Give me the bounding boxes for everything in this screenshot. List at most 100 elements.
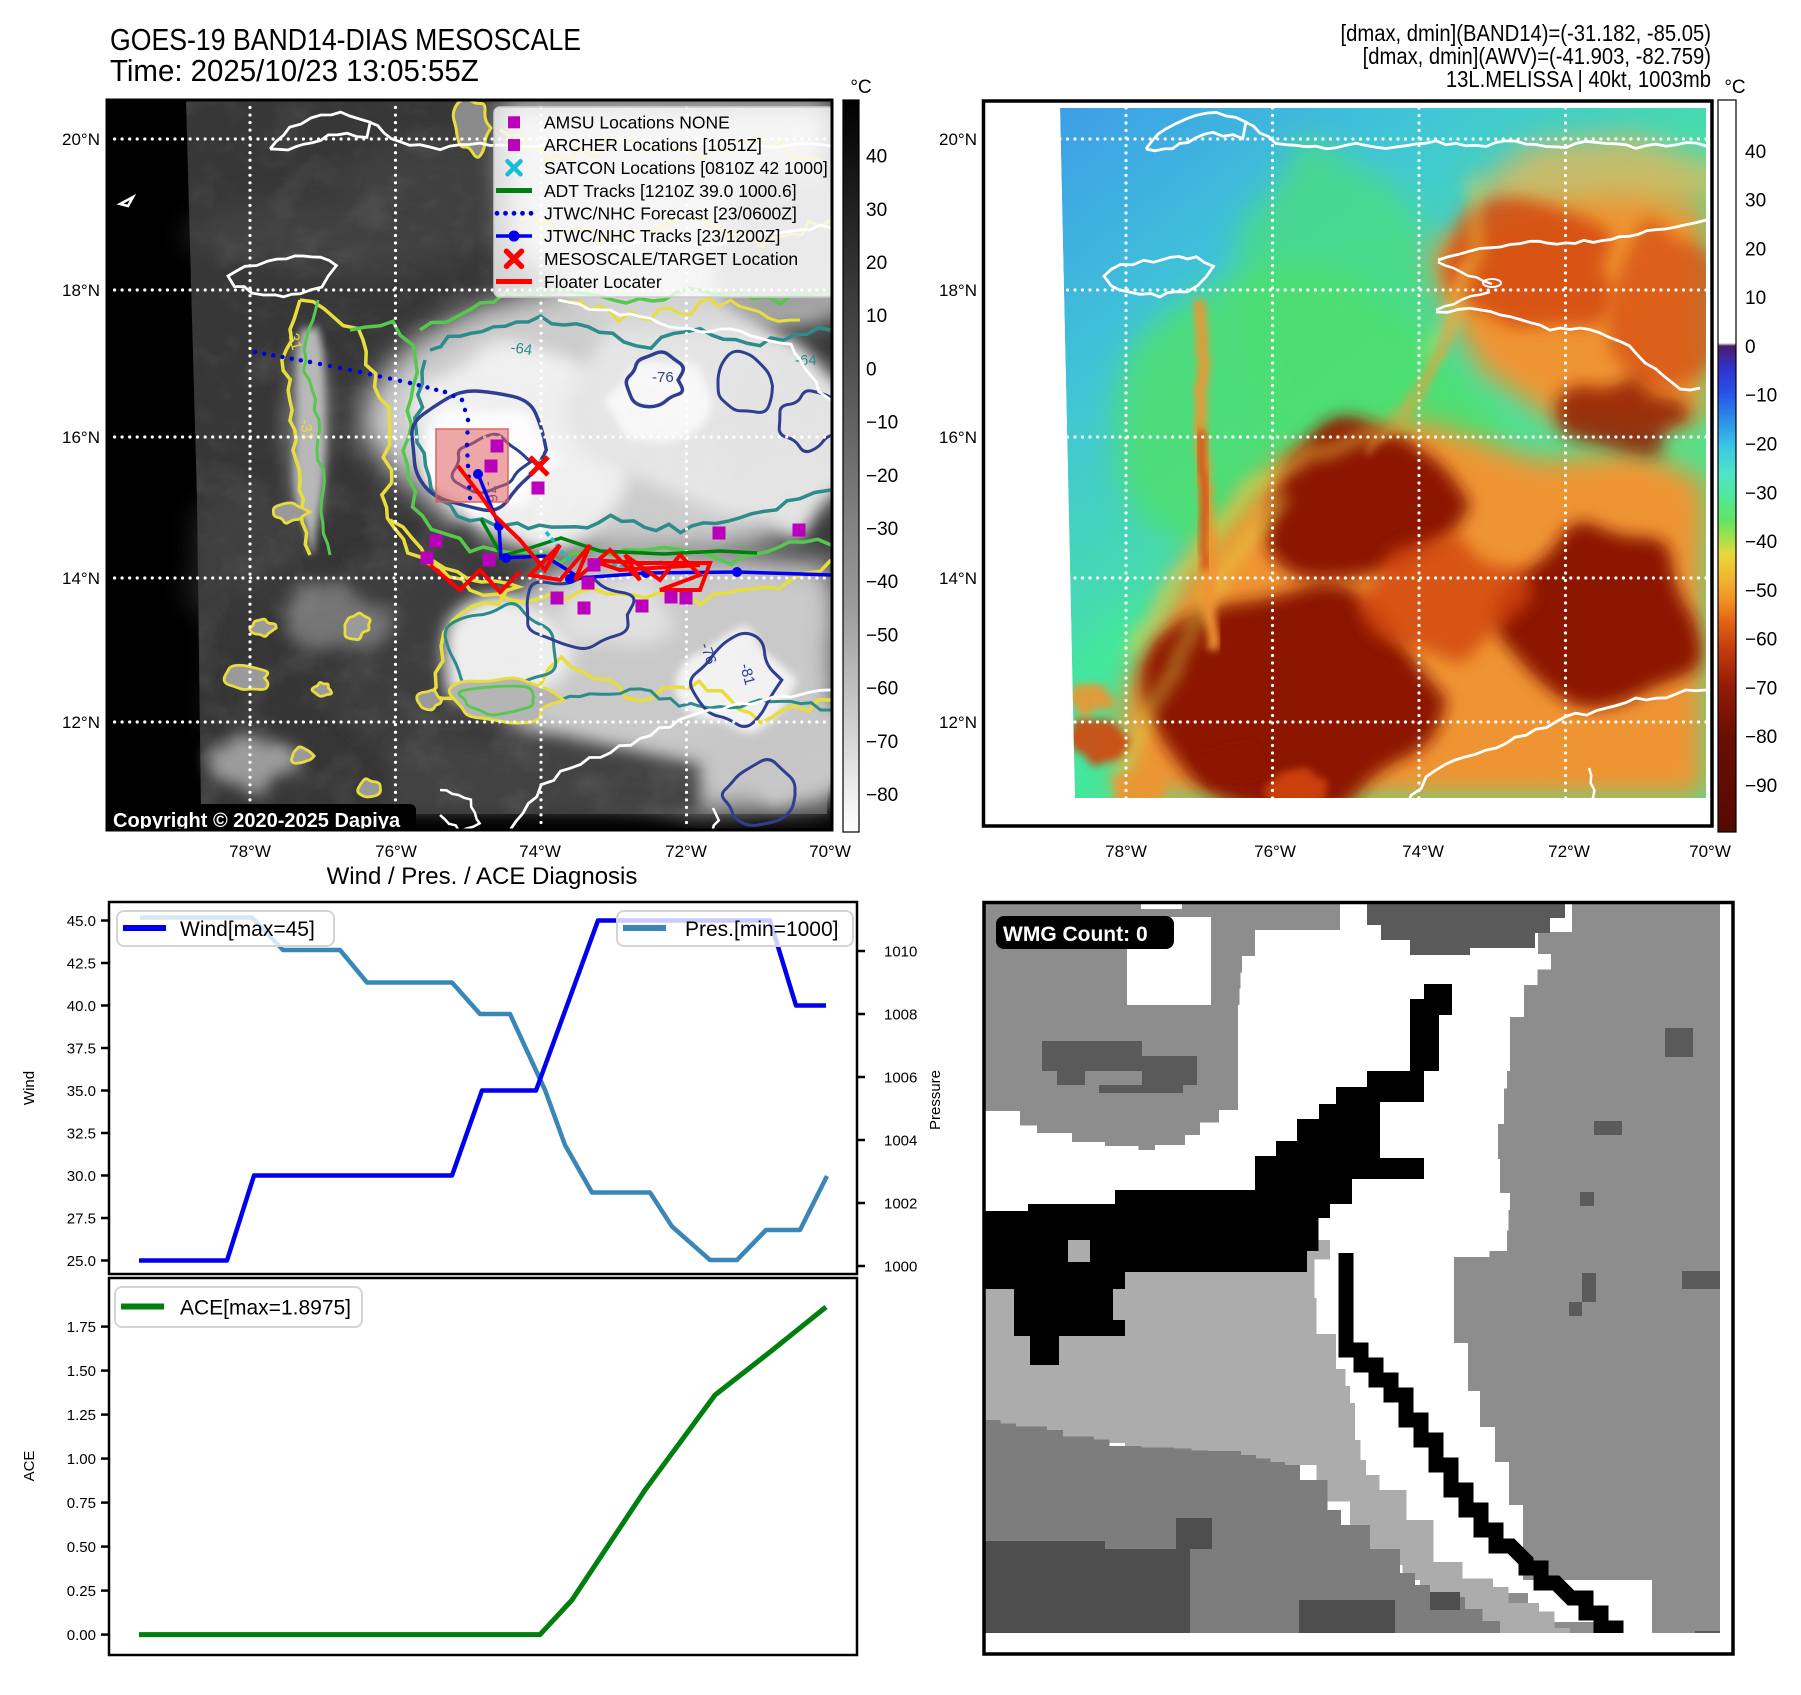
svg-text:12°N: 12°N xyxy=(62,713,100,732)
svg-text:18°N: 18°N xyxy=(939,281,977,300)
svg-text:74°W: 74°W xyxy=(1402,842,1444,861)
svg-text:32.5: 32.5 xyxy=(67,1126,96,1143)
svg-text:12°N: 12°N xyxy=(939,713,977,732)
svg-text:13L.MELISSA | 40kt, 1003mb: 13L.MELISSA | 40kt, 1003mb xyxy=(1446,66,1711,93)
svg-text:70°W: 70°W xyxy=(809,842,851,861)
svg-text:1.75: 1.75 xyxy=(67,1319,96,1336)
svg-text:−60: −60 xyxy=(1745,630,1777,651)
svg-text:14°N: 14°N xyxy=(939,569,977,588)
svg-text:−10: −10 xyxy=(866,413,898,434)
svg-text:-31: -31 xyxy=(283,327,305,352)
svg-text:-64: -64 xyxy=(795,352,817,369)
svg-text:40: 40 xyxy=(866,147,887,168)
svg-text:−10: −10 xyxy=(1745,386,1777,407)
svg-text:35.0: 35.0 xyxy=(67,1083,96,1100)
svg-text:-76: -76 xyxy=(696,641,719,667)
svg-text:−60: −60 xyxy=(866,679,898,700)
svg-text:0.50: 0.50 xyxy=(67,1539,96,1556)
svg-text:16°N: 16°N xyxy=(939,428,977,447)
svg-text:SATCON Locations [0810Z 42 100: SATCON Locations [0810Z 42 1000] xyxy=(544,158,828,178)
svg-text:76°W: 76°W xyxy=(1254,842,1296,861)
svg-text:GOES-19 BAND14-DIAS MESOSCALE: GOES-19 BAND14-DIAS MESOSCALE xyxy=(110,23,581,57)
svg-text:27.5: 27.5 xyxy=(67,1211,96,1228)
svg-text:MESOSCALE/TARGET Location: MESOSCALE/TARGET Location xyxy=(544,249,798,269)
svg-text:72°W: 72°W xyxy=(665,842,707,861)
svg-text:10: 10 xyxy=(866,306,887,327)
svg-text:°C: °C xyxy=(1724,77,1745,98)
svg-text:45.0: 45.0 xyxy=(67,913,96,930)
svg-text:−30: −30 xyxy=(866,519,898,540)
svg-text:16°N: 16°N xyxy=(62,428,100,447)
svg-text:18°N: 18°N xyxy=(62,281,100,300)
svg-text:1.50: 1.50 xyxy=(67,1363,96,1380)
svg-text:Floater Locater: Floater Locater xyxy=(544,272,662,292)
svg-text:ACE: ACE xyxy=(21,1451,38,1482)
svg-text:-64: -64 xyxy=(509,339,533,359)
svg-text:Copyright © 2020-2025 Dapiya: Copyright © 2020-2025 Dapiya xyxy=(113,810,401,832)
svg-text:−20: −20 xyxy=(1745,435,1777,456)
svg-text:30: 30 xyxy=(866,200,887,221)
svg-text:−80: −80 xyxy=(866,785,898,806)
svg-text:−50: −50 xyxy=(866,625,898,646)
svg-text:[dmax, dmin](BAND14)=(-31.182,: [dmax, dmin](BAND14)=(-31.182, -85.05) xyxy=(1340,20,1711,47)
svg-text:-81: -81 xyxy=(736,662,758,687)
svg-text:Wind[max=45]: Wind[max=45] xyxy=(180,918,315,941)
svg-text:14°N: 14°N xyxy=(62,569,100,588)
svg-text:10: 10 xyxy=(1745,288,1766,309)
svg-text:1006: 1006 xyxy=(884,1070,917,1087)
svg-text:20°N: 20°N xyxy=(939,130,977,149)
svg-text:−40: −40 xyxy=(1745,532,1777,553)
svg-text:72°W: 72°W xyxy=(1548,842,1590,861)
svg-text:ADT Tracks [1210Z 39.0 1000.6]: ADT Tracks [1210Z 39.0 1000.6] xyxy=(544,181,797,201)
svg-text:1010: 1010 xyxy=(884,944,917,961)
svg-text:74°W: 74°W xyxy=(519,842,561,861)
svg-text:0: 0 xyxy=(866,359,877,380)
svg-text:Wind / Pres. / ACE Diagnosis: Wind / Pres. / ACE Diagnosis xyxy=(327,863,638,890)
svg-text:0.75: 0.75 xyxy=(67,1495,96,1512)
svg-text:ARCHER Locations [1051Z]: ARCHER Locations [1051Z] xyxy=(544,135,762,155)
svg-text:0.00: 0.00 xyxy=(67,1627,96,1644)
svg-text:−80: −80 xyxy=(1745,727,1777,748)
svg-text:1002: 1002 xyxy=(884,1196,917,1213)
svg-text:1.25: 1.25 xyxy=(67,1407,96,1424)
svg-text:Time: 2025/10/23 13:05:55Z: Time: 2025/10/23 13:05:55Z xyxy=(110,54,479,88)
svg-text:20: 20 xyxy=(866,253,887,274)
svg-text:1004: 1004 xyxy=(884,1133,917,1150)
svg-text:0.25: 0.25 xyxy=(67,1583,96,1600)
svg-text:70°W: 70°W xyxy=(1689,842,1731,861)
svg-text:Pressure: Pressure xyxy=(927,1070,944,1130)
svg-text:AMSU Locations NONE: AMSU Locations NONE xyxy=(544,113,730,133)
svg-text:Pres.[min=1000]: Pres.[min=1000] xyxy=(685,918,839,941)
svg-text:−40: −40 xyxy=(866,572,898,593)
svg-text:−70: −70 xyxy=(866,732,898,753)
svg-text:WMG Count: 0: WMG Count: 0 xyxy=(1003,923,1148,946)
svg-text:-76: -76 xyxy=(652,369,674,386)
svg-text:Wind: Wind xyxy=(21,1071,38,1105)
svg-text:−50: −50 xyxy=(1745,581,1777,602)
svg-text:40.0: 40.0 xyxy=(67,998,96,1015)
svg-text:−90: −90 xyxy=(1745,776,1777,797)
svg-text:−30: −30 xyxy=(1745,483,1777,504)
svg-text:25.0: 25.0 xyxy=(67,1253,96,1270)
svg-text:1.00: 1.00 xyxy=(67,1451,96,1468)
svg-text:20°N: 20°N xyxy=(62,130,100,149)
svg-text:30: 30 xyxy=(1745,191,1766,212)
svg-text:−20: −20 xyxy=(866,466,898,487)
svg-text:30.0: 30.0 xyxy=(67,1168,96,1185)
svg-text:JTWC/NHC Forecast [23/0600Z]: JTWC/NHC Forecast [23/0600Z] xyxy=(544,204,797,224)
svg-text:−70: −70 xyxy=(1745,678,1777,699)
svg-text:42.5: 42.5 xyxy=(67,956,96,973)
svg-text:37.5: 37.5 xyxy=(67,1041,96,1058)
svg-text:1000: 1000 xyxy=(884,1259,917,1276)
svg-text:JTWC/NHC Tracks [23/1200Z]: JTWC/NHC Tracks [23/1200Z] xyxy=(544,226,780,246)
svg-text:40: 40 xyxy=(1745,142,1766,163)
svg-text:°C: °C xyxy=(850,77,871,98)
svg-text:ACE[max=1.8975]: ACE[max=1.8975] xyxy=(180,1297,351,1320)
svg-text:1008: 1008 xyxy=(884,1007,917,1024)
svg-text:20: 20 xyxy=(1745,239,1766,260)
svg-text:76°W: 76°W xyxy=(375,842,417,861)
svg-text:78°W: 78°W xyxy=(229,842,271,861)
svg-text:[dmax, dmin](AWV)=(-41.903, -8: [dmax, dmin](AWV)=(-41.903, -82.759) xyxy=(1363,43,1711,70)
svg-text:0: 0 xyxy=(1745,337,1756,358)
svg-text:78°W: 78°W xyxy=(1105,842,1147,861)
